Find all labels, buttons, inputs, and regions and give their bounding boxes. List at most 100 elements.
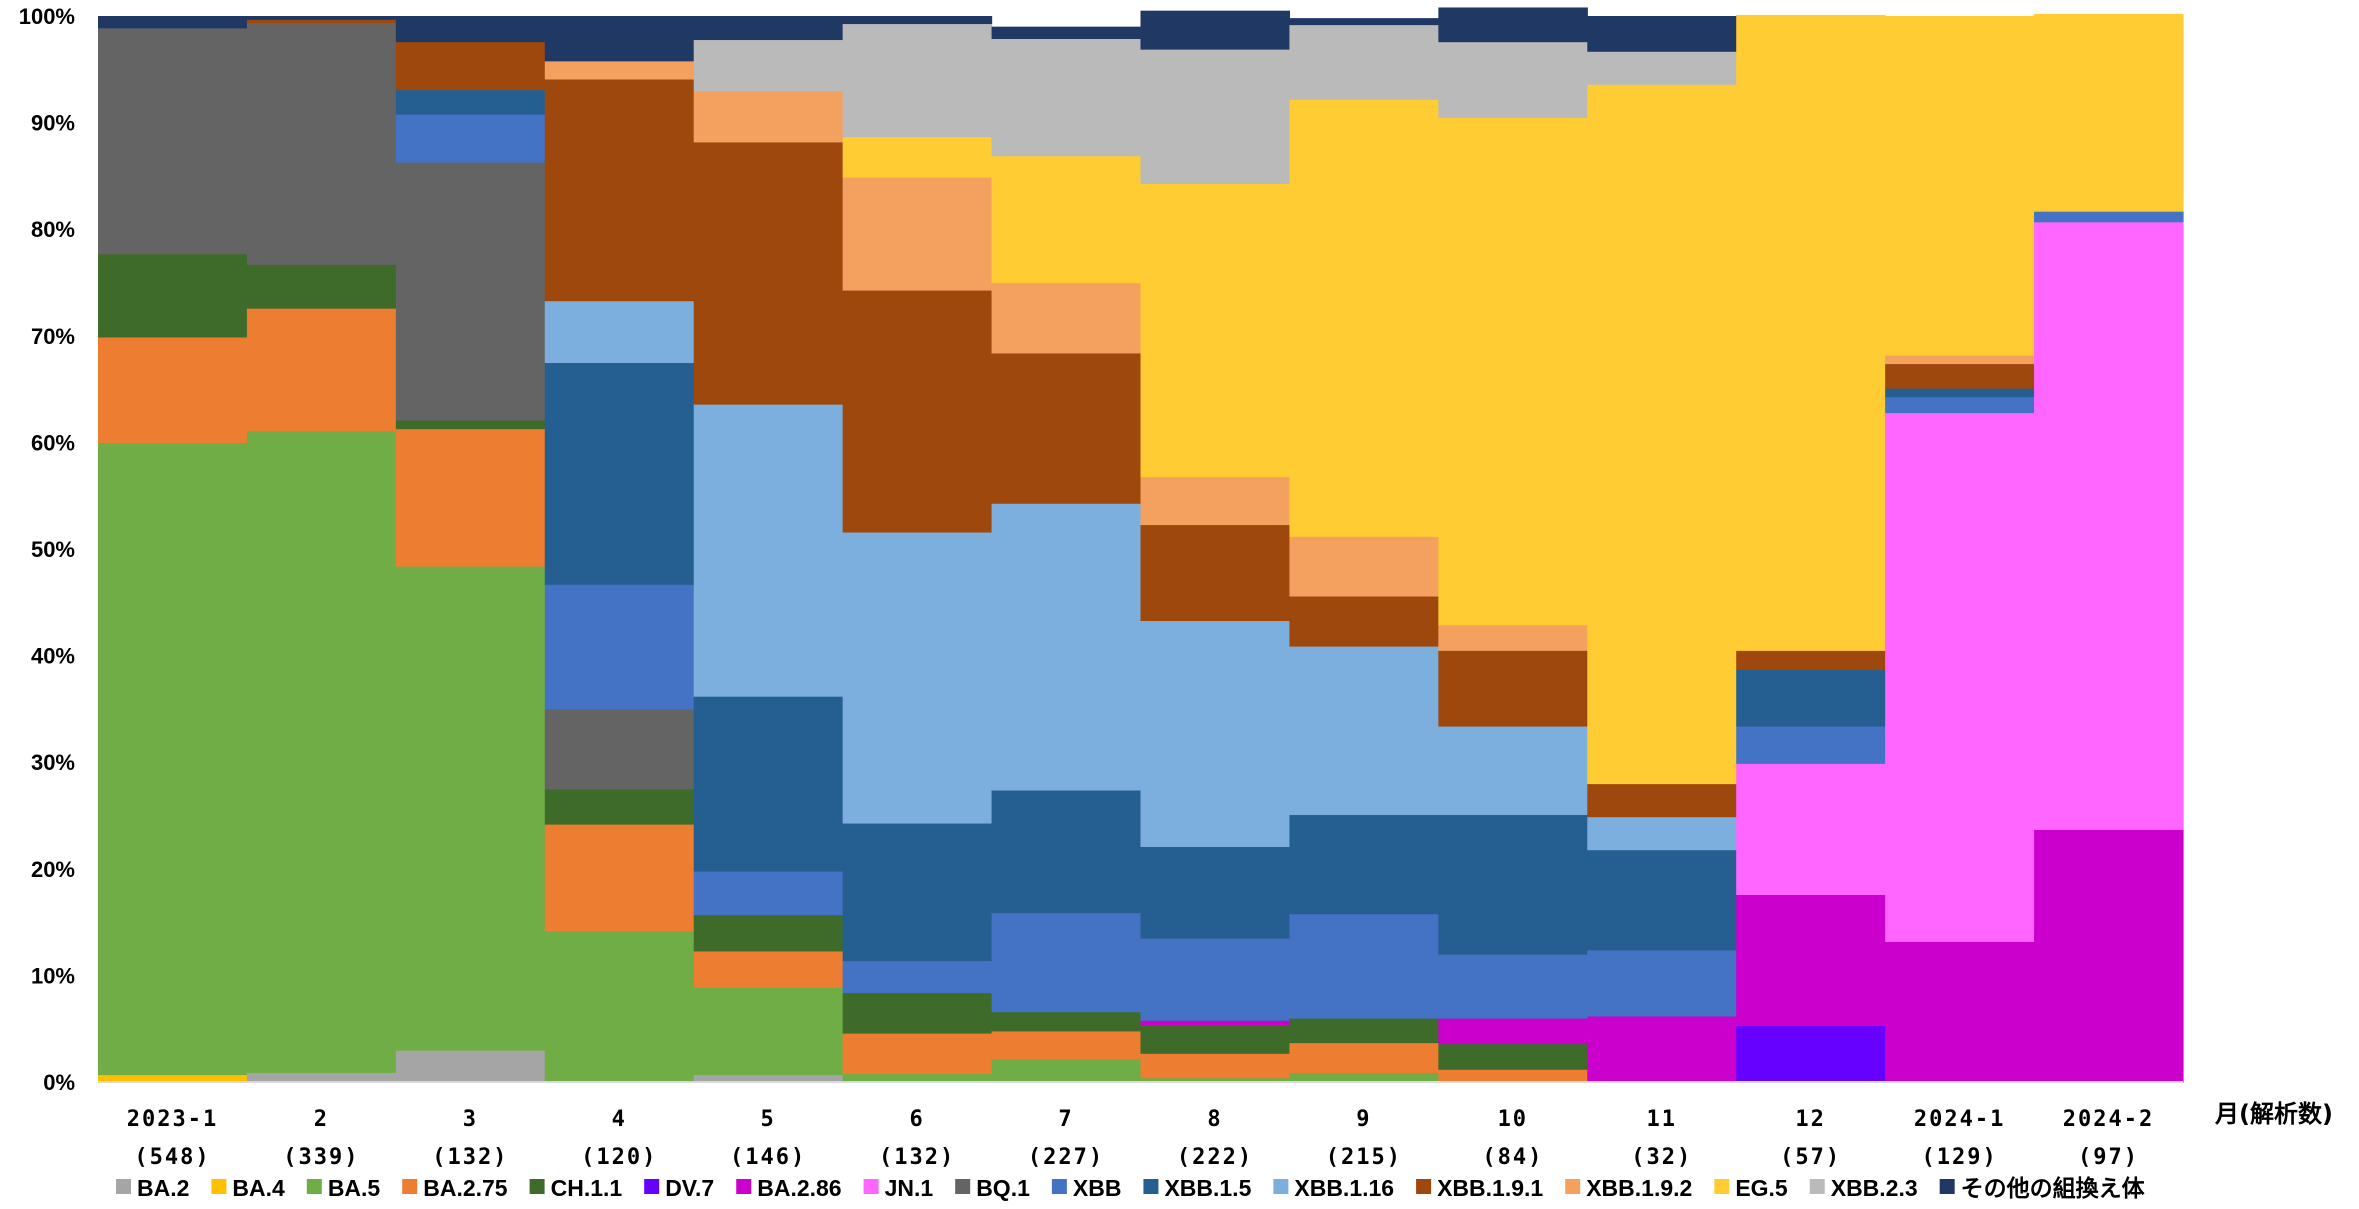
legend-label: BA.2.75	[423, 1175, 508, 1201]
legend-label: BQ.1	[976, 1175, 1030, 1201]
bar-segment-xbb-4	[693, 870, 844, 916]
bar-segment-xbb-1-9-2-3	[544, 60, 695, 80]
legend-swatch	[1143, 1179, 1159, 1194]
bar-segment-xbb-1-9-2-4	[693, 90, 844, 143]
bar-segment-eg-5-11	[1736, 14, 1886, 651]
bar-segment-eg-5-9	[1438, 117, 1588, 626]
y-tick-label: 30%	[31, 750, 75, 775]
bar-segment-xbb-1-16-7	[1140, 620, 1291, 848]
bar-segment-ba-2-86-13	[2034, 829, 2184, 1083]
x-category-label: 8	[1207, 1107, 1222, 1132]
x-count-label: (227)	[1028, 1145, 1104, 1170]
legend-label: XBB.1.5	[1164, 1175, 1251, 1201]
x-category-label: 2023-1	[127, 1107, 218, 1132]
bar-segment-xbb-1-5-7	[1140, 846, 1291, 939]
bar-segment-xbb-1-5-3	[544, 362, 695, 585]
bar-segment---8	[1289, 18, 1439, 26]
x-count-label: (120)	[581, 1145, 657, 1170]
x-count-label: (222)	[1177, 1145, 1253, 1170]
x-category-label: 9	[1356, 1107, 1371, 1132]
bar-segment-ba-2-75-0	[98, 336, 248, 443]
legend-label: XBB.1.9.2	[1586, 1175, 1692, 1201]
bar-segment-xbb-1-16-4	[693, 404, 844, 697]
bar-segment-xbb-2-3-5	[842, 23, 993, 138]
bar-segment-ba-5-0	[98, 442, 248, 1076]
y-tick-label: 10%	[31, 963, 75, 988]
bar-segment-eg-5-8	[1289, 99, 1439, 537]
legend-swatch	[1051, 1179, 1067, 1194]
y-tick-label: 40%	[31, 644, 75, 669]
bar-segment-bq-1-1	[246, 22, 397, 265]
bar-segment-ch-1-1-2	[395, 420, 546, 430]
bar-segment-eg-5-12	[1885, 16, 2035, 356]
bar-segment-ba-2-75-6	[991, 1030, 1142, 1060]
x-category-label: 5	[761, 1107, 776, 1132]
bar-segment-ba-5-5	[842, 1073, 993, 1083]
bar-segment---1	[246, 16, 397, 20]
legend-label: DV.7	[665, 1175, 714, 1201]
bar-segment---3	[544, 16, 695, 62]
y-tick-label: 0%	[43, 1070, 75, 1095]
bar-segment-ba-5-4	[693, 987, 844, 1076]
legend-swatch	[1273, 1179, 1289, 1194]
bar-segment-ba-2-75-2	[395, 428, 546, 567]
x-count-label: (339)	[283, 1145, 359, 1170]
x-count-label: (548)	[134, 1145, 210, 1170]
x-count-label: (146)	[730, 1145, 806, 1170]
bar-segment-ch-1-1-7	[1140, 1024, 1291, 1054]
bar-segment-dv-7-11	[1736, 1025, 1886, 1083]
bar-segment-xbb-1-16-3	[544, 300, 695, 364]
x-count-label: (84)	[1482, 1145, 1543, 1170]
bar-segment-xbb-1-16-8	[1289, 646, 1439, 816]
bar-segment-xbb-1-16-5	[842, 531, 993, 824]
bar-segment-xbb-2-3-10	[1587, 51, 1737, 85]
bar-segment-xbb-1-9-1-3	[544, 78, 695, 302]
legend-swatch	[306, 1179, 322, 1194]
legend-label: BA.5	[328, 1175, 381, 1201]
bar-segment-xbb-1-9-1-1	[246, 19, 397, 23]
bar-segment---5	[842, 16, 993, 25]
legend-swatch	[1939, 1179, 1955, 1194]
bar-segment-xbb-1-16-6	[991, 503, 1142, 791]
bar-segment-ch-1-1-8	[1289, 1018, 1439, 1044]
x-count-label: (129)	[1921, 1145, 1997, 1170]
bar-segment-xbb-2	[395, 114, 546, 163]
bar-segment-ba-2-75-5	[842, 1032, 993, 1075]
x-count-label: (215)	[1326, 1145, 1402, 1170]
bar-segment-ba-5-1	[246, 430, 397, 1073]
bar-segment-ba-2-86-12	[1885, 941, 2035, 1083]
bar-segment-ch-1-1-3	[544, 788, 695, 825]
legend-swatch	[116, 1179, 131, 1194]
bar-segment-jn-1-13	[2034, 221, 2184, 830]
legend-swatch	[529, 1179, 545, 1194]
x-category-label: 2024-2	[2063, 1107, 2154, 1132]
bar-segment-xbb-1-5-9	[1438, 814, 1588, 955]
x-category-label: 4	[612, 1107, 627, 1132]
legend-swatch	[1714, 1179, 1730, 1194]
x-count-label: (57)	[1780, 1145, 1841, 1170]
x-category-label: 7	[1058, 1107, 1073, 1132]
legend-label: XBB.1.16	[1294, 1175, 1394, 1201]
legend-swatch	[1565, 1179, 1581, 1194]
legend-label: BA.2	[137, 1175, 189, 1201]
bar-segment-xbb-1-9-1-8	[1289, 595, 1439, 647]
bar-segment-xbb-5	[842, 960, 993, 994]
bar-segment---9	[1438, 7, 1588, 43]
bar-segment-xbb-13	[2034, 211, 2184, 223]
bar-segment-xbb-1-5-11	[1736, 669, 1886, 727]
bar-segment-xbb-2-3-7	[1140, 49, 1291, 184]
bar-segment-xbb-2-3-4	[693, 39, 844, 92]
bar-segment-ba-5-3	[544, 930, 695, 1083]
bar-segment-ba-2-75-1	[246, 308, 397, 432]
x-category-label: 6	[909, 1107, 924, 1132]
legend-swatch	[863, 1179, 879, 1194]
x-category-label: 12	[1795, 1107, 1826, 1132]
bar-segment-xbb-1-9-1-2	[395, 41, 546, 91]
legend-swatch	[1416, 1179, 1432, 1194]
bar-segment-bq-1-2	[395, 162, 546, 421]
bar-segment-eg-5-10	[1587, 84, 1737, 785]
y-tick-label: 60%	[31, 430, 75, 455]
legend-label: CH.1.1	[551, 1175, 623, 1201]
legend-swatch	[644, 1179, 660, 1194]
y-tick-label: 90%	[31, 111, 75, 136]
